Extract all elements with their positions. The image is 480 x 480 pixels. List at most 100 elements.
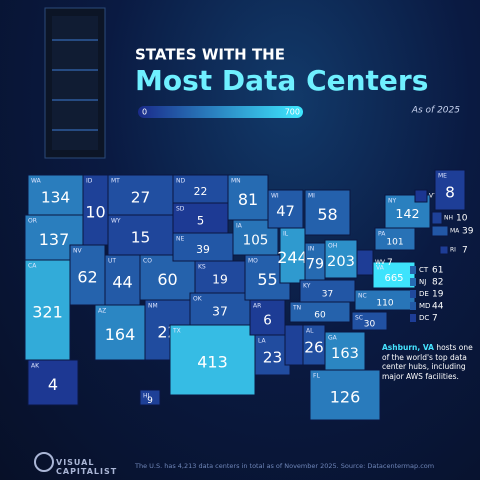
state-label: TN (292, 305, 301, 312)
state-value: 134 (41, 189, 70, 207)
state-value: 30 (364, 320, 376, 330)
state-label: OK (193, 296, 203, 303)
state-value: 126 (330, 388, 361, 407)
state-value: 7 (387, 258, 393, 268)
state-value: 10 (456, 214, 468, 224)
state (279, 227, 306, 284)
state-value: 81 (238, 190, 258, 209)
state-value: 37 (322, 290, 333, 300)
state-label: PA (378, 231, 386, 238)
state-value: 413 (197, 353, 228, 372)
state (356, 249, 374, 276)
state-label: CT (419, 266, 429, 274)
state-value: 6 (263, 314, 272, 329)
state-label: WI (271, 193, 279, 200)
state (431, 225, 449, 237)
state (172, 232, 234, 262)
state (249, 299, 286, 336)
state-swatch (410, 278, 416, 286)
state-label: MN (231, 178, 241, 185)
state (169, 324, 256, 396)
state-label: KS (198, 264, 206, 271)
state-label: TX (172, 328, 181, 335)
state (351, 311, 388, 331)
state-label: DC (419, 314, 429, 322)
state (139, 389, 161, 406)
state-value: 665 (384, 273, 403, 284)
state-value: 10 (85, 203, 105, 222)
state-label: VT (429, 193, 437, 200)
footer: The U.S. has 4,213 data centers in total… (135, 462, 435, 470)
state (434, 169, 466, 211)
state (414, 189, 428, 203)
state-value: 105 (243, 234, 269, 249)
state-value: 5 (197, 214, 204, 228)
state-label: OH (328, 243, 337, 250)
state-label: WA (31, 178, 42, 185)
state-value: 203 (327, 253, 355, 270)
state-label: MI (308, 193, 315, 200)
state-label: CO (143, 258, 152, 265)
state (267, 189, 304, 229)
state-label: MA (450, 228, 460, 235)
state-value: 60 (314, 311, 326, 321)
state-value: 8 (445, 184, 455, 202)
legend-min: 0 (142, 108, 147, 117)
state-value: 60 (157, 270, 177, 289)
state (372, 261, 416, 289)
annotation: Ashburn, VA hosts one of the world's top… (382, 343, 474, 381)
annotation-text: hosts one of the world's top data center… (382, 343, 473, 381)
state-value: 82 (432, 278, 443, 288)
state-value: 163 (331, 345, 359, 362)
state-value: 19 (212, 273, 228, 287)
state (284, 324, 304, 366)
state-value: 19 (432, 290, 444, 300)
state (139, 254, 196, 301)
brand: VISUAL CAPITALIST (56, 458, 118, 476)
state-label: IN (308, 246, 314, 253)
state (172, 202, 229, 234)
state-label: NV (73, 248, 82, 255)
legend-max: 700 (285, 108, 300, 117)
state (227, 174, 269, 221)
state (82, 174, 109, 246)
state-value: 79 (306, 257, 324, 273)
subtitle: As of 2025 (411, 106, 460, 116)
state (324, 239, 358, 279)
state-value: 7 (462, 246, 468, 256)
state-label: WV (375, 259, 386, 266)
state-label: NE (176, 236, 184, 243)
state (69, 244, 106, 306)
state-value: 142 (395, 206, 419, 221)
state-label: MD (419, 302, 430, 310)
state (431, 211, 443, 225)
state-label: MO (248, 258, 258, 265)
state-label: AR (253, 303, 261, 310)
state-label: SD (176, 206, 185, 213)
state-label: DE (419, 290, 429, 298)
state-label: SC (355, 315, 363, 322)
state (309, 369, 381, 421)
logo (34, 452, 54, 472)
state-swatch (410, 314, 416, 322)
state-label: KY (303, 283, 311, 290)
state-label: GA (328, 335, 338, 342)
state-value: 39 (462, 227, 474, 237)
state-label: AZ (98, 308, 106, 315)
legend-bar (138, 106, 303, 118)
state-value: 321 (32, 303, 63, 322)
state-label: NY (388, 198, 396, 205)
state-swatch (410, 266, 416, 274)
state-value: 15 (131, 229, 151, 247)
state-value: 27 (131, 189, 151, 207)
state-label: OR (28, 218, 37, 225)
state-value: 37 (212, 305, 228, 319)
state (304, 189, 351, 236)
state-label: AL (306, 328, 314, 335)
state-label: ME (438, 173, 447, 180)
state-swatch (410, 290, 416, 298)
kicker: STATES WITH THE (135, 46, 285, 64)
annotation-highlight: Ashburn, VA (382, 343, 434, 352)
